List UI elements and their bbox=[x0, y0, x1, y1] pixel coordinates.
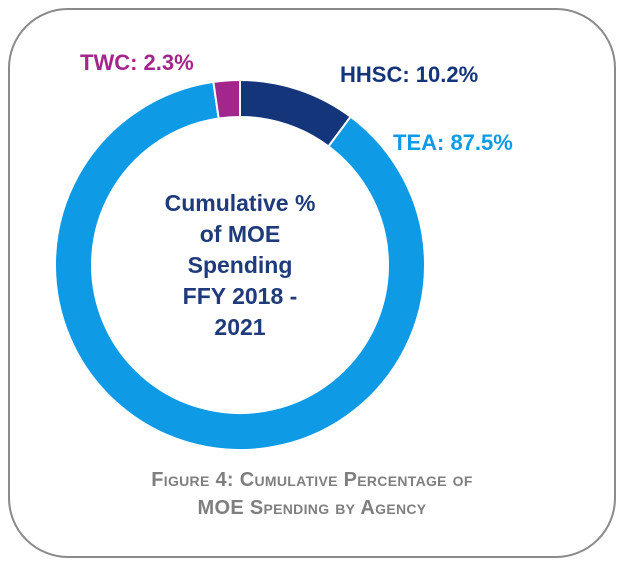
slice-hhsc bbox=[239, 78, 353, 148]
slice-label-hhsc: HHSC: 10.2% bbox=[340, 62, 478, 87]
caption-line-1: Figure 4: Cumulative Percentage of bbox=[151, 469, 473, 491]
slice-tea bbox=[54, 80, 426, 451]
caption-line-2: MOE Spending by Agency bbox=[197, 497, 427, 519]
slice-label-twc: TWC: 2.3% bbox=[80, 50, 194, 75]
donut-slices bbox=[54, 78, 426, 451]
figure-caption: Figure 4: Cumulative Percentage of MOE S… bbox=[60, 466, 564, 522]
chart-center-title: Cumulative % of MOE Spending FFY 2018 - … bbox=[164, 190, 316, 340]
slice-twc bbox=[212, 78, 241, 120]
slice-labels: HHSC: 10.2% TEA: 87.5% TWC: 2.3% bbox=[80, 50, 513, 155]
slice-label-tea: TEA: 87.5% bbox=[393, 130, 513, 155]
